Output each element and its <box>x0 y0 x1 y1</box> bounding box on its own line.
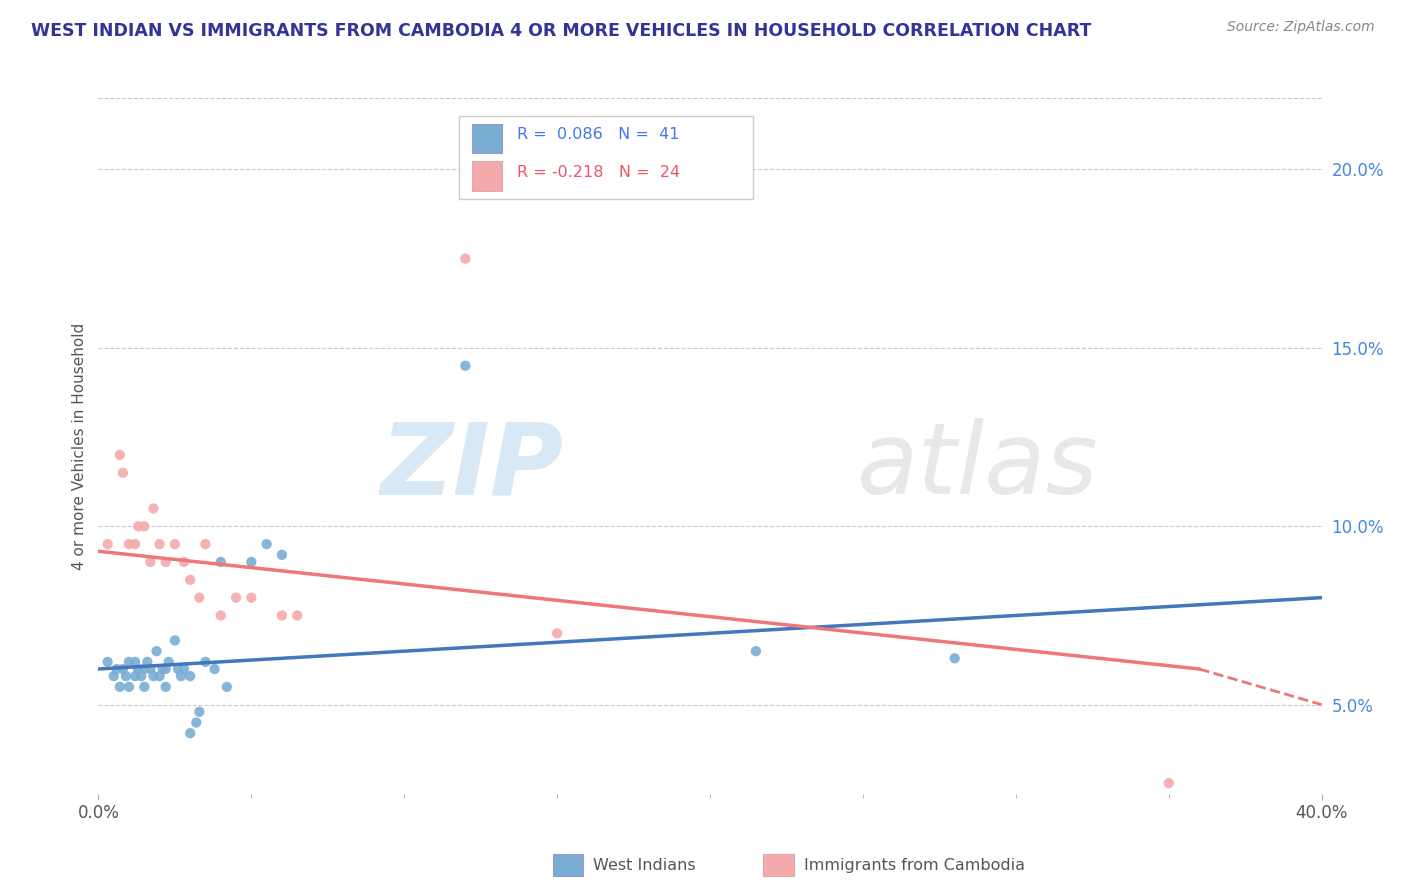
Point <box>186 715 208 730</box>
Point <box>256 537 278 551</box>
Point <box>188 591 211 605</box>
Point <box>170 669 193 683</box>
Point <box>97 537 120 551</box>
Text: R =  0.086   N =  41: R = 0.086 N = 41 <box>517 128 679 142</box>
Point <box>943 651 966 665</box>
Point <box>179 573 201 587</box>
Point <box>155 555 177 569</box>
Point <box>270 548 292 562</box>
Point <box>149 669 172 683</box>
Point <box>124 537 146 551</box>
Point <box>127 662 149 676</box>
Point <box>194 537 217 551</box>
Point <box>142 669 165 683</box>
Point <box>103 669 125 683</box>
Point <box>546 626 568 640</box>
Point <box>105 662 128 676</box>
Bar <box>471 124 502 153</box>
Point <box>118 655 141 669</box>
Point <box>188 705 211 719</box>
Point <box>115 669 138 683</box>
Point <box>145 644 167 658</box>
Point <box>149 537 172 551</box>
Point <box>134 662 156 676</box>
Point <box>163 537 186 551</box>
Point <box>155 680 177 694</box>
Point <box>163 633 186 648</box>
Point <box>215 680 238 694</box>
Text: West Indians: West Indians <box>593 858 696 872</box>
Point <box>139 662 162 676</box>
Point <box>97 655 120 669</box>
Point <box>155 662 177 676</box>
Text: atlas: atlas <box>856 418 1098 516</box>
Point <box>179 669 201 683</box>
Point <box>124 669 146 683</box>
Text: WEST INDIAN VS IMMIGRANTS FROM CAMBODIA 4 OR MORE VEHICLES IN HOUSEHOLD CORRELAT: WEST INDIAN VS IMMIGRANTS FROM CAMBODIA … <box>31 22 1091 40</box>
Point <box>204 662 226 676</box>
Point <box>173 555 195 569</box>
Point <box>139 555 162 569</box>
Text: Source: ZipAtlas.com: Source: ZipAtlas.com <box>1227 20 1375 34</box>
Point <box>111 662 134 676</box>
Point <box>134 680 156 694</box>
Point <box>167 662 190 676</box>
Y-axis label: 4 or more Vehicles in Household: 4 or more Vehicles in Household <box>72 322 87 570</box>
Point <box>179 726 201 740</box>
Point <box>240 555 263 569</box>
Point <box>134 519 156 533</box>
Point <box>108 680 131 694</box>
Point <box>136 655 159 669</box>
Point <box>118 680 141 694</box>
Text: Immigrants from Cambodia: Immigrants from Cambodia <box>804 858 1025 872</box>
Point <box>1157 776 1180 790</box>
Point <box>173 662 195 676</box>
Point <box>225 591 247 605</box>
Point <box>209 608 232 623</box>
Point <box>129 669 152 683</box>
Point <box>124 655 146 669</box>
Point <box>152 662 174 676</box>
Point <box>745 644 768 658</box>
Point <box>157 655 180 669</box>
FancyBboxPatch shape <box>460 116 752 199</box>
Point <box>194 655 217 669</box>
Point <box>111 466 134 480</box>
Point <box>118 537 141 551</box>
Point <box>270 608 292 623</box>
Point <box>209 555 232 569</box>
Point <box>142 501 165 516</box>
Point <box>454 359 477 373</box>
Text: ZIP: ZIP <box>380 418 564 516</box>
Point <box>127 519 149 533</box>
Point <box>240 591 263 605</box>
Point <box>285 608 308 623</box>
Point <box>454 252 477 266</box>
Text: R = -0.218   N =  24: R = -0.218 N = 24 <box>517 165 681 180</box>
Point <box>108 448 131 462</box>
Bar <box>471 161 502 191</box>
